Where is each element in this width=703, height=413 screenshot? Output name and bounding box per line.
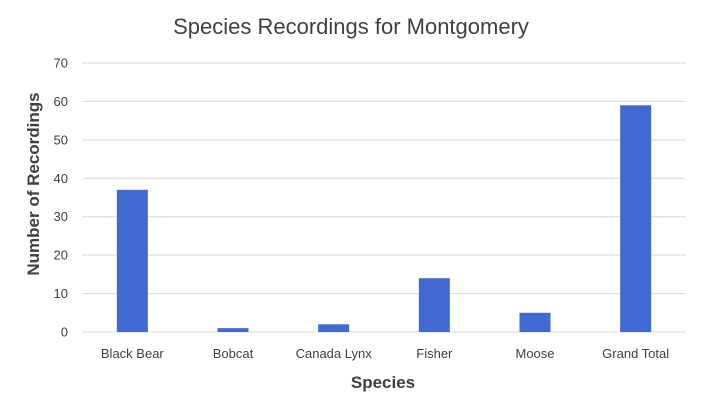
bar-moose [519, 312, 551, 332]
y-tick-label: 60 [54, 94, 68, 109]
x-tick-label: Fisher [416, 346, 453, 361]
x-tick-label: Black Bear [101, 346, 165, 361]
y-tick-label: 30 [54, 209, 68, 224]
x-tick-label: Bobcat [213, 346, 254, 361]
x-tick-label: Canada Lynx [296, 346, 373, 361]
bars [116, 105, 652, 333]
y-tick-label: 20 [54, 248, 68, 263]
bar-black-bear [116, 189, 148, 332]
y-tick-label: 10 [54, 286, 68, 301]
bar-bobcat [217, 328, 249, 332]
x-tick-label: Moose [515, 346, 554, 361]
x-tick-label: Grand Total [602, 346, 669, 361]
x-axis-title: Species [351, 373, 415, 392]
y-axis-ticks: 0 10 20 30 40 50 60 70 [54, 56, 68, 340]
y-axis-title: Number of Recordings [24, 92, 43, 275]
chart-title: Species Recordings for Montgomery [173, 14, 529, 39]
y-tick-label: 0 [61, 325, 68, 340]
y-tick-label: 50 [54, 132, 68, 147]
y-tick-label: 70 [54, 56, 68, 71]
x-axis-ticks: Black Bear Bobcat Canada Lynx Fisher Moose Gr… [101, 346, 669, 361]
bar-grand-total [620, 105, 652, 333]
gridlines [82, 62, 686, 333]
bar-canada-lynx [318, 324, 350, 332]
bar-fisher [418, 278, 450, 332]
y-tick-label: 40 [54, 171, 68, 186]
